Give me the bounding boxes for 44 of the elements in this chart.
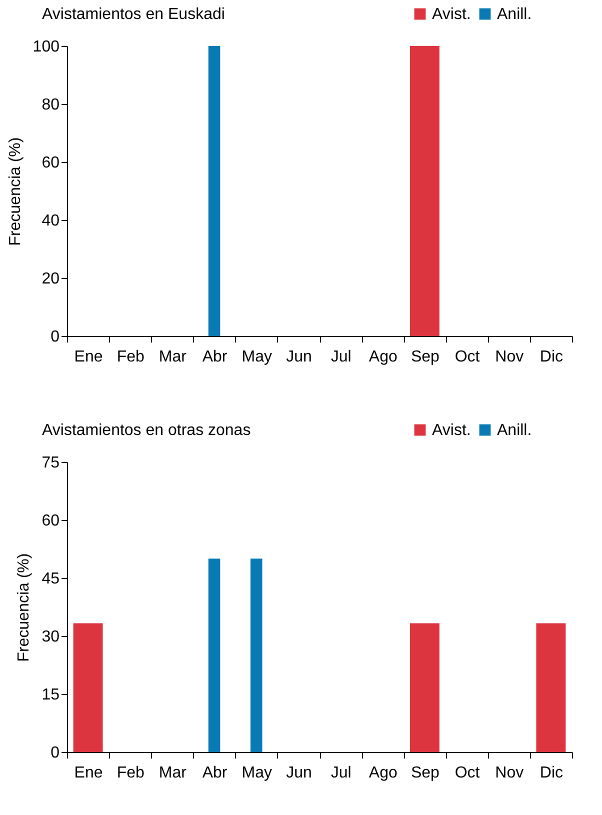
x-tick-label: Jun: [286, 764, 312, 782]
x-tick-label: Nov: [495, 764, 524, 782]
y-tick-label: 75: [42, 454, 60, 472]
x-tick-label: Dic: [540, 764, 564, 782]
y-tick-label: 100: [32, 38, 60, 56]
x-tick-label: Nov: [495, 348, 524, 366]
y-tick-label: 60: [42, 154, 60, 172]
x-tick-label: Sep: [410, 348, 440, 366]
legend-label: Anill.: [497, 6, 532, 23]
y-tick-label: 15: [42, 686, 60, 704]
legend-label: Avist.: [432, 6, 471, 23]
x-tick-label: Feb: [116, 764, 145, 782]
y-tick-label: 20: [42, 270, 60, 288]
x-tick-label: Abr: [202, 764, 228, 782]
x-tick-label: Ene: [74, 348, 103, 366]
y-axis-title: Frecuencia (%): [6, 137, 24, 246]
legend-label: Anill.: [497, 422, 532, 439]
y-tick-label: 80: [42, 96, 60, 114]
legend-label: Avist.: [432, 422, 471, 439]
x-tick-label: Jun: [286, 348, 312, 366]
y-tick-label: 40: [42, 212, 60, 230]
x-tick-label: Oct: [454, 764, 480, 782]
y-axis-title: Frecuencia (%): [16, 553, 33, 662]
chart-title: Avistamientos en otras zonas: [42, 422, 251, 439]
x-tick-label: Dic: [540, 348, 564, 366]
y-tick-label: 30: [42, 628, 60, 646]
x-tick-label: Feb: [116, 348, 145, 366]
y-tick-label: 60: [42, 512, 60, 530]
x-tick-label: Jul: [330, 764, 352, 782]
x-tick-label: Jul: [330, 348, 352, 366]
y-tick-label: 0: [50, 328, 60, 346]
x-tick-label: Oct: [454, 348, 480, 366]
x-tick-label: May: [242, 764, 272, 782]
x-tick-label: Mar: [158, 348, 188, 366]
x-tick-label: Mar: [158, 764, 188, 782]
x-tick-label: Ago: [368, 348, 398, 366]
x-tick-label: Sep: [410, 764, 440, 782]
chart-title: Avistamientos en Euskadi: [42, 6, 225, 23]
y-tick-label: 45: [42, 570, 60, 588]
x-tick-label: Ene: [74, 764, 103, 782]
x-tick-label: Ago: [368, 764, 398, 782]
x-tick-label: May: [242, 348, 272, 366]
y-tick-label: 0: [50, 744, 60, 762]
x-tick-label: Abr: [202, 348, 228, 366]
